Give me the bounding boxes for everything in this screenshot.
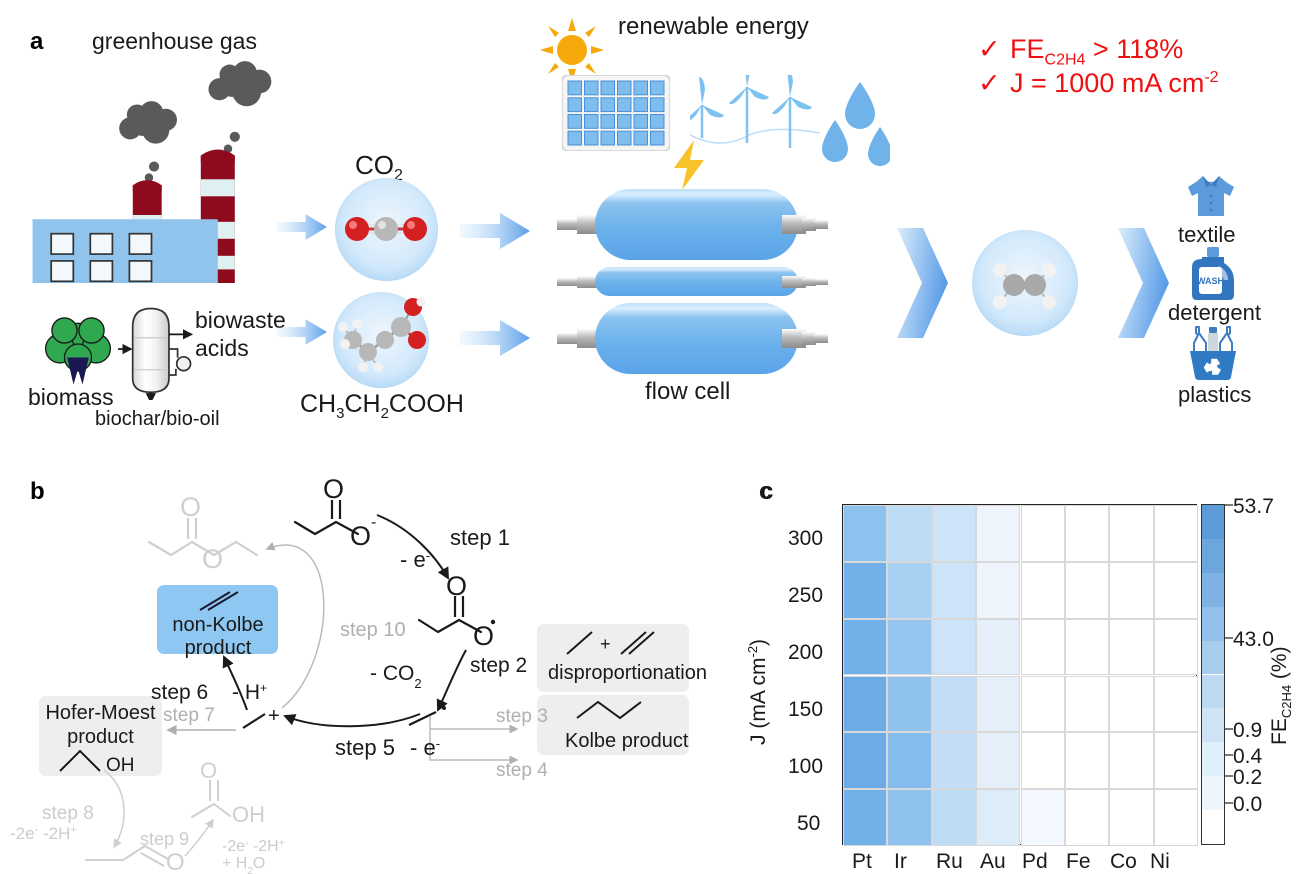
svg-text:WASH: WASH — [1197, 276, 1224, 286]
svg-text:step 10: step 10 — [340, 619, 406, 641]
svg-text:O: O — [446, 571, 467, 601]
svg-text:step 7: step 7 — [163, 705, 215, 726]
svg-text:O: O — [323, 474, 344, 504]
svg-text:step 9: step 9 — [140, 829, 189, 849]
svg-text:step 1: step 1 — [450, 525, 510, 550]
svg-text:+ H2O: + H2O — [222, 855, 265, 874]
svg-text:step 8: step 8 — [42, 803, 94, 824]
svg-text:-2e- -2H+: -2e- -2H+ — [10, 824, 77, 843]
svg-text:+: + — [268, 705, 280, 727]
svg-text:O: O — [473, 621, 494, 651]
svg-text:O: O — [166, 849, 185, 874]
svg-text:step 2: step 2 — [470, 654, 527, 677]
svg-text:- CO2: - CO2 — [370, 662, 422, 691]
svg-text:- e-: - e- — [410, 735, 440, 760]
svg-text:+: + — [600, 634, 611, 654]
svg-text:O: O — [202, 544, 223, 574]
svg-text:step 4: step 4 — [496, 760, 548, 781]
svg-text:step 5: step 5 — [335, 735, 395, 760]
svg-text:OH: OH — [232, 802, 265, 827]
svg-text:O: O — [200, 758, 217, 783]
svg-text:-2e- -2H+: -2e- -2H+ — [222, 838, 285, 856]
svg-text:O: O — [350, 521, 371, 551]
svg-text:- H+: - H+ — [232, 681, 267, 704]
svg-text:- e-: - e- — [400, 547, 430, 572]
svg-text:-: - — [371, 514, 376, 531]
svg-text:O: O — [180, 492, 201, 522]
svg-text:OH: OH — [106, 755, 135, 773]
